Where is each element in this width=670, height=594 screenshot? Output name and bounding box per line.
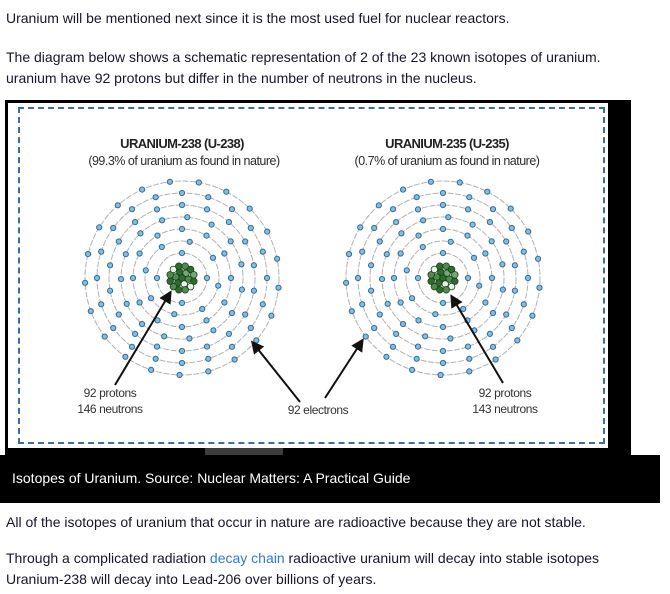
electrons-label: 92 electrons (287, 403, 349, 417)
u235-subtitle: (0.7% of uranium as found in nature) (354, 154, 540, 168)
decay-line-2: Uranium-238 will decay into Lead-206 ove… (6, 571, 377, 587)
decay-text-after: radioactive uranium will decay into stab… (284, 550, 600, 566)
u238-neutrons-label: 146 neutrons (77, 402, 143, 416)
decay-text-before: Through a complicated radiation (6, 550, 210, 566)
isotope-diagram: URANIUM-238 (U-238) (99.3% of uranium as… (8, 103, 608, 448)
u235-neutrons-label: 143 neutrons (472, 402, 538, 416)
figure-caption-text: Isotopes of Uranium. Source: Nuclear Mat… (12, 470, 411, 486)
decay-line-1: Through a complicated radiation decay ch… (6, 548, 670, 569)
figure-caption-band: Isotopes of Uranium. Source: Nuclear Mat… (0, 455, 660, 503)
u238-protons-label: 92 protons (83, 386, 137, 400)
decay-paragraph: Through a complicated radiation decay ch… (6, 548, 670, 590)
u238-subtitle: (99.3% of uranium as found in nature) (88, 154, 280, 168)
atoms-illustration (82, 178, 543, 403)
intro-paragraph: Uranium will be mentioned next since it … (6, 10, 510, 26)
u238-title: URANIUM-238 (U-238) (120, 136, 244, 151)
u235-protons-label: 92 protons (478, 386, 532, 400)
frame-notch (205, 448, 283, 455)
u235-title: URANIUM-235 (U-235) (385, 136, 509, 151)
description-line-1: The diagram below shows a schematic repr… (6, 49, 601, 65)
isotope-figure: URANIUM-238 (U-238) (99.3% of uranium as… (0, 100, 670, 503)
diagram-description-paragraph: The diagram below shows a schematic repr… (6, 47, 670, 89)
figure-frame: URANIUM-238 (U-238) (99.3% of uranium as… (5, 100, 631, 455)
stability-paragraph: All of the isotopes of uranium that occu… (6, 514, 586, 530)
diagram-dashed-border (18, 107, 605, 444)
decay-chain-link[interactable]: decay chain (209, 550, 285, 566)
description-line-2: uranium have 92 protons but differ in th… (6, 70, 477, 86)
